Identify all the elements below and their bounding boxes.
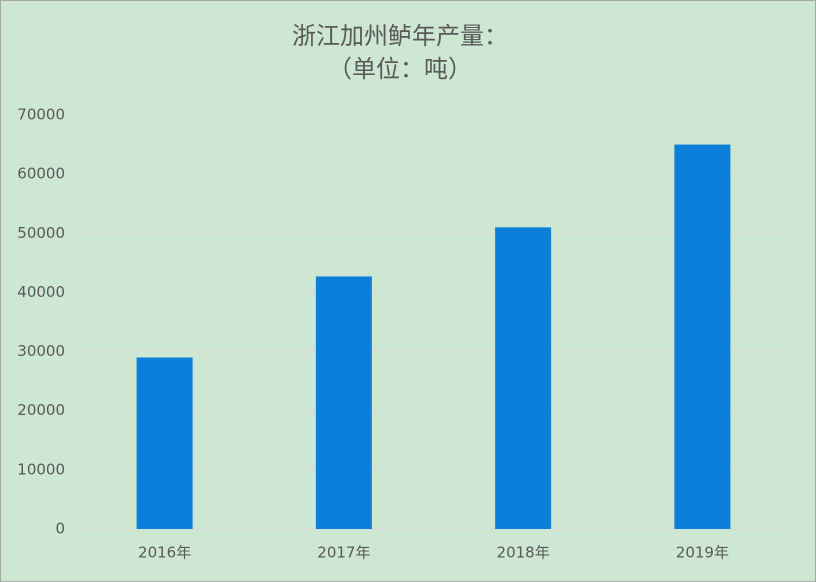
bar — [315, 276, 372, 529]
y-tick-label: 50000 — [17, 224, 65, 242]
bar — [136, 357, 193, 529]
x-tick-label: 2019年 — [676, 544, 729, 562]
y-tick-label: 70000 — [17, 106, 65, 124]
y-tick-label: 20000 — [17, 401, 65, 419]
x-tick-label: 2016年 — [138, 544, 191, 562]
chart-subtitle: （单位：吨） — [328, 55, 472, 83]
bar — [495, 227, 552, 529]
y-tick-label: 60000 — [17, 165, 65, 183]
chart-title: 浙江加州鲈年产量： — [292, 22, 508, 50]
y-tick-label: 40000 — [17, 283, 65, 301]
y-tick-label: 10000 — [17, 460, 65, 478]
y-tick-label: 0 — [55, 520, 65, 538]
bar — [674, 144, 731, 530]
x-tick-label: 2018年 — [497, 544, 550, 562]
y-tick-label: 30000 — [17, 342, 65, 360]
x-tick-label: 2017年 — [317, 544, 370, 562]
